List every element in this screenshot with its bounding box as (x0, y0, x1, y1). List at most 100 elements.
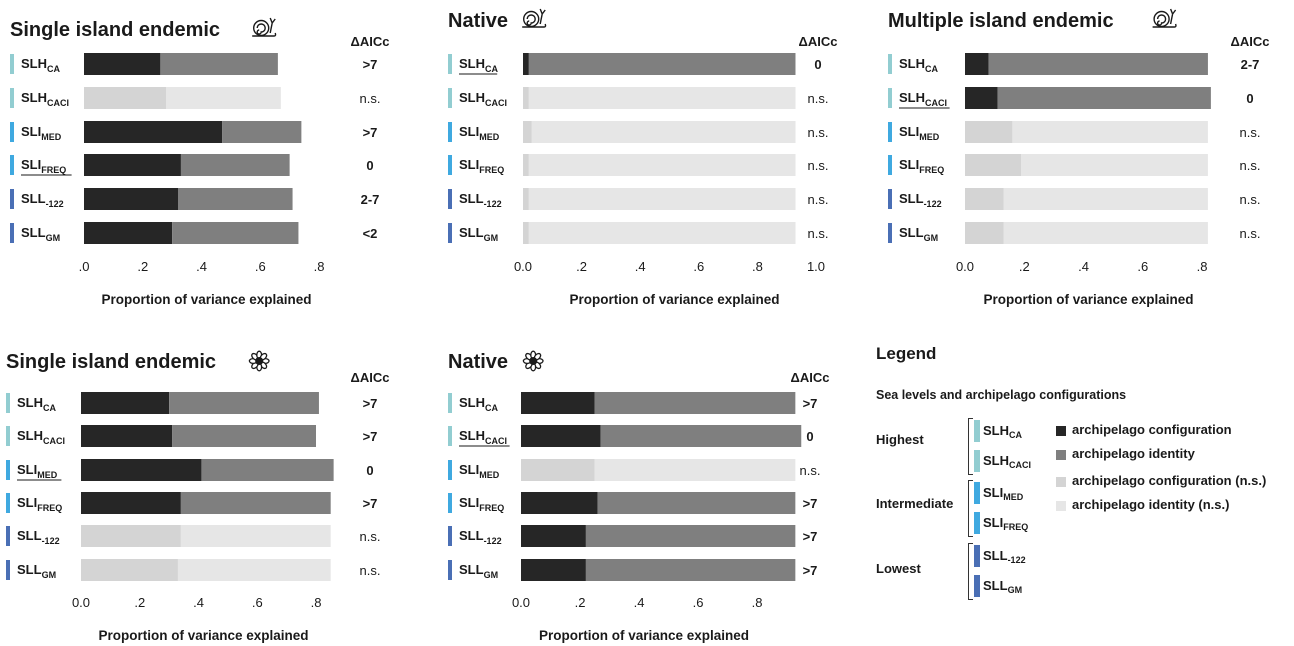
level-color-marker (888, 54, 892, 74)
level-color-marker (888, 223, 892, 243)
x-axis-label: Proportion of variance explained (983, 292, 1193, 307)
bar-row: SLIFREQ 0 (10, 154, 374, 176)
bar-row: SLLGM <2 (10, 222, 377, 244)
level-color-marker (448, 460, 452, 480)
bar-archipelago-configuration (523, 188, 529, 210)
row-label-sub: MED (479, 470, 500, 480)
level-color-marker (10, 155, 14, 175)
x-tick-label: .4 (634, 595, 645, 610)
delta-aicc-header: ΔAICc (351, 34, 390, 49)
row-label-main: SLI (899, 124, 919, 139)
bar-archipelago-configuration (523, 53, 529, 75)
row-label: SLHCACI (459, 90, 507, 108)
level-color-marker (448, 88, 452, 108)
bar-archipelago-identity (585, 525, 796, 547)
delta-aicc-header: ΔAICc (351, 370, 390, 385)
row-label-main: SLI (21, 124, 41, 139)
level-color-marker (448, 155, 452, 175)
bar-row: SLIMED 0 (6, 459, 374, 481)
x-tick-label: .2 (1019, 259, 1030, 274)
bar-archipelago-identity (997, 87, 1211, 109)
x-tick-label: 0.0 (512, 595, 530, 610)
bar-row: SLIMED n.s. (448, 121, 828, 143)
bar-archipelago-configuration (81, 425, 173, 447)
bar-archipelago-identity (169, 392, 319, 414)
bar-row: SLIFREQ >7 (6, 492, 377, 514)
row-label: SLIFREQ (459, 157, 504, 175)
row-label-main: SLL (899, 225, 924, 240)
x-tick-label: .6 (252, 595, 263, 610)
delta-aicc-value: n.s. (808, 158, 829, 173)
row-label-main: SLH (459, 56, 485, 71)
bar-archipelago-identity (531, 121, 796, 143)
bar-row: SLLGM n.s. (888, 222, 1260, 244)
delta-aicc-value: 2-7 (1241, 57, 1260, 72)
level-color-marker (888, 155, 892, 175)
legend-level-swatch (974, 420, 980, 442)
row-label-sub: MED (41, 132, 62, 142)
bar-archipelago-identity (585, 559, 796, 581)
level-color-marker (6, 560, 10, 580)
x-tick-label: .6 (1137, 259, 1148, 274)
level-color-marker (10, 122, 14, 142)
bar-archipelago-configuration (84, 222, 173, 244)
row-label-main: SLL (21, 191, 46, 206)
x-tick-label: .8 (1197, 259, 1208, 274)
delta-aicc-value: >7 (363, 429, 378, 444)
snail-shell (523, 10, 540, 28)
snail-antennae (1169, 8, 1177, 25)
bar-archipelago-configuration (521, 459, 595, 481)
legend-key-swatch (1056, 477, 1066, 487)
snail-icon (252, 17, 277, 37)
row-label-sub: -122 (46, 199, 64, 209)
bar-row: SLIMED n.s. (448, 459, 820, 481)
row-label-sub: CA (47, 64, 60, 74)
row-label-sub: MED (479, 132, 500, 142)
x-tick-label: .6 (693, 595, 704, 610)
row-label-main: SLL (21, 225, 46, 240)
legend-key-swatch (1056, 450, 1066, 460)
legend-subtitle: Sea levels and archipelago configuration… (876, 388, 1127, 402)
bar-row: SLIMED >7 (10, 121, 377, 143)
row-label-sub: CACI (925, 98, 947, 108)
bar-archipelago-configuration (521, 559, 586, 581)
delta-aicc-value: n.s. (800, 463, 821, 478)
row-label-sub: CA (43, 403, 56, 413)
level-color-marker (6, 526, 10, 546)
chart-title: Multiple island endemic (888, 10, 1114, 32)
bar-archipelago-configuration (965, 121, 1013, 143)
level-color-marker (6, 493, 10, 513)
bar-row: SLHCACI >7 (6, 425, 377, 447)
row-label-main: SLI (17, 495, 37, 510)
bar-archipelago-configuration (521, 425, 601, 447)
x-tick-label: .6 (693, 259, 704, 274)
level-color-marker (6, 426, 10, 446)
x-tick-label: .8 (752, 259, 763, 274)
snail-foot (1152, 23, 1177, 28)
row-label: SLLGM (459, 562, 498, 580)
bar-archipelago-identity (166, 87, 281, 109)
bar-archipelago-configuration (521, 525, 586, 547)
snail-spiral (256, 23, 266, 35)
flower-center (255, 356, 264, 366)
bar-archipelago-configuration (84, 154, 181, 176)
delta-aicc-value: >7 (363, 125, 378, 140)
row-label: SLIFREQ (17, 495, 62, 513)
bar-archipelago-identity (180, 492, 331, 514)
row-label-sub: GM (42, 570, 57, 580)
x-tick-label: 0.0 (72, 595, 90, 610)
level-color-marker (10, 54, 14, 74)
level-color-marker (888, 122, 892, 142)
row-label-sub: GM (484, 570, 499, 580)
bar-row: SLL-122 n.s. (6, 525, 380, 547)
flower-center (529, 356, 538, 366)
flower-icon (248, 350, 270, 372)
row-label-main: SLL (459, 562, 484, 577)
x-tick-label: 0.0 (956, 259, 974, 274)
bar-row: SLHCACI n.s. (448, 87, 828, 109)
chart-title: Single island endemic (10, 19, 220, 41)
level-color-marker (10, 189, 14, 209)
row-label: SLLGM (459, 225, 498, 243)
